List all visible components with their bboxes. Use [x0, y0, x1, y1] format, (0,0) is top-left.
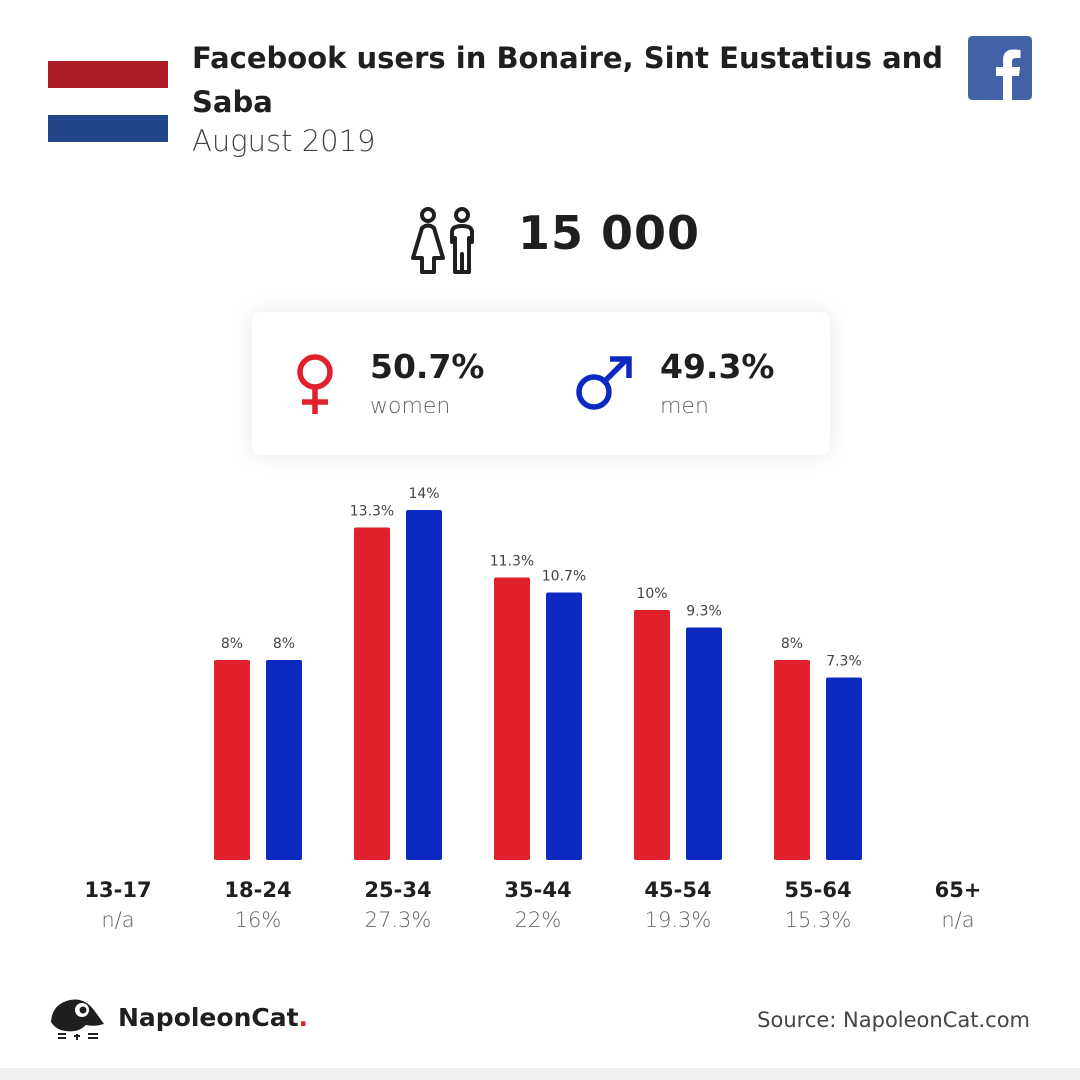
age-category-45-54: 45-54 19.3% — [618, 878, 738, 932]
bar-label-men-35-44: 10.7% — [542, 569, 586, 585]
men-label: men — [660, 394, 709, 419]
bar-label-women-18-24: 8% — [221, 636, 243, 652]
flag-stripe-white — [48, 88, 168, 115]
age-gender-bar-chart: 8% 8% 13.3% 14% 11.3% 10.7% 10% 9.3% 8% 7.3% — [214, 486, 862, 860]
bar-label-women-25-34: 13.3% — [350, 504, 394, 520]
bar-men-25-34 — [406, 510, 442, 860]
age-category-label: 65+ — [934, 878, 982, 902]
age-category-35-44: 35-44 22% — [478, 878, 598, 932]
napoleoncat-logo-icon — [51, 999, 104, 1040]
bar-men-18-24 — [266, 660, 302, 860]
age-category-total: 22% — [514, 908, 562, 932]
page-title: Facebook users in Bonaire, Sint Eustatiu… — [192, 41, 944, 119]
bar-women-18-24 — [214, 660, 250, 860]
brand-text: NapoleonCat — [118, 1003, 299, 1032]
gender-breakdown-card: 50.7% women 49.3% men — [252, 312, 830, 455]
footer-strip — [0, 1068, 1080, 1080]
male-symbol-icon — [576, 356, 632, 410]
age-category-total: n/a — [101, 908, 135, 932]
bar-women-45-54 — [634, 610, 670, 860]
bar-men-55-64 — [826, 677, 862, 860]
age-category-label: 35-44 — [504, 878, 572, 902]
bar-label-women-55-64: 8% — [781, 636, 803, 652]
age-category-65+: 65+ n/a — [898, 878, 1018, 932]
bar-label-men-55-64: 7.3% — [826, 654, 862, 670]
age-category-total: 19.3% — [644, 908, 712, 932]
total-users-value: 15 000 — [518, 206, 701, 260]
age-category-25-34: 25-34 27.3% — [338, 878, 458, 932]
age-category-total: n/a — [941, 908, 975, 932]
age-category-55-64: 55-64 15.3% — [758, 878, 878, 932]
flag-stripe-red — [48, 61, 168, 88]
brand-name: NapoleonCat. — [118, 1003, 308, 1032]
men-percent: 49.3% — [660, 347, 775, 386]
age-category-label: 18-24 — [224, 878, 292, 902]
bar-label-men-25-34: 14% — [408, 486, 439, 502]
facebook-icon — [968, 36, 1032, 100]
netherlands-flag — [48, 61, 168, 142]
bar-label-women-45-54: 10% — [636, 586, 667, 602]
users-icon — [411, 207, 474, 274]
page-subtitle: August 2019 — [192, 124, 376, 158]
brand-dot: . — [298, 1003, 309, 1032]
bar-women-35-44 — [494, 577, 530, 860]
age-category-total: 16% — [234, 908, 282, 932]
bar-women-25-34 — [354, 527, 390, 860]
flag-stripe-blue — [48, 115, 168, 142]
women-percent: 50.7% — [370, 347, 485, 386]
bar-men-35-44 — [546, 592, 582, 860]
bar-men-45-54 — [686, 627, 722, 860]
age-category-label: 55-64 — [784, 878, 852, 902]
age-category-total: 27.3% — [364, 908, 432, 932]
source-text: Source: NapoleonCat.com — [757, 1008, 1030, 1032]
age-category-18-24: 18-24 16% — [198, 878, 318, 932]
bar-label-women-35-44: 11.3% — [490, 554, 534, 570]
age-category-label: 13-17 — [84, 878, 152, 902]
age-category-label: 25-34 — [364, 878, 432, 902]
age-category-total: 15.3% — [784, 908, 852, 932]
female-symbol-icon — [297, 354, 333, 414]
age-category-label: 45-54 — [644, 878, 712, 902]
bar-women-55-64 — [774, 660, 810, 860]
bar-label-men-18-24: 8% — [273, 636, 295, 652]
age-category-13-17: 13-17 n/a — [58, 878, 178, 932]
women-label: women — [370, 394, 451, 419]
bar-label-men-45-54: 9.3% — [686, 604, 722, 620]
